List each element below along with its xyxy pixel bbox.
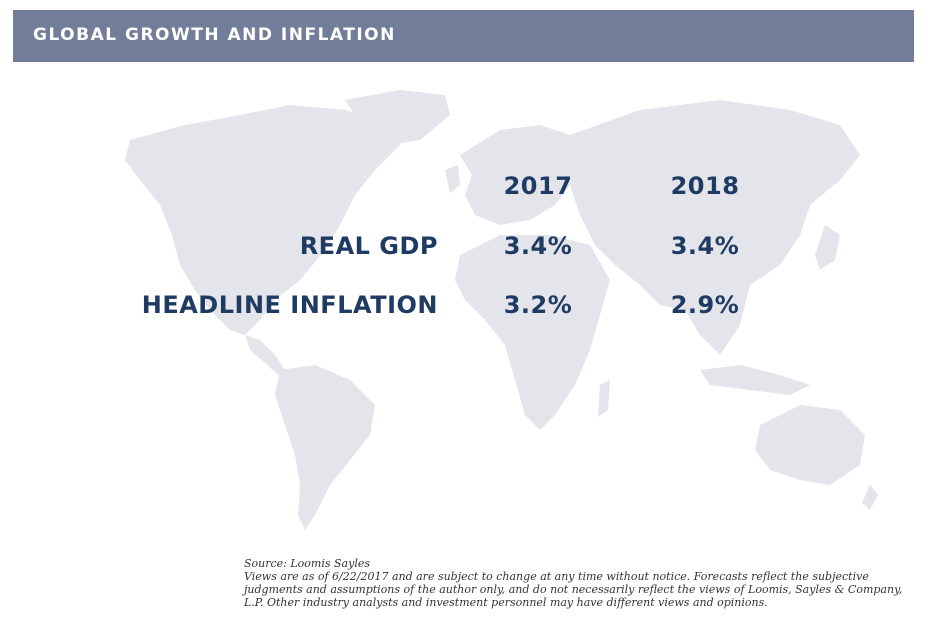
source-note: Source: Loomis Sayles: [244, 557, 370, 570]
headline-inflation-2018: 2.9%: [670, 291, 740, 319]
africa-shape: [455, 235, 610, 430]
uk-shape: [445, 165, 460, 193]
new-zealand-shape: [862, 485, 878, 510]
year-header-2018: 2018: [670, 172, 740, 200]
central-america-shape: [245, 335, 285, 375]
real-gdp-2018: 3.4%: [670, 232, 740, 260]
page-title: GLOBAL GROWTH AND INFLATION: [33, 25, 396, 45]
world-map: [125, 90, 878, 530]
south-america-shape: [275, 365, 375, 530]
japan-shape: [815, 225, 840, 270]
greenland-shape: [345, 90, 450, 145]
disclaimer-note: Views are as of 6/22/2017 and are subjec…: [244, 570, 903, 609]
row-label-headline-inflation: HEADLINE INFLATION: [141, 291, 438, 319]
australia-shape: [755, 405, 865, 485]
indonesia-shape: [700, 365, 810, 395]
europe-shape: [460, 125, 580, 225]
title-banner: GLOBAL GROWTH AND INFLATION: [13, 10, 914, 62]
north-america-shape: [125, 105, 400, 335]
footnote: Source: Loomis Sayles Views are as of 6/…: [244, 557, 919, 609]
real-gdp-2017: 3.4%: [503, 232, 573, 260]
row-label-real-gdp: REAL GDP: [299, 232, 438, 260]
headline-inflation-2017: 3.2%: [503, 291, 573, 319]
asia-shape: [570, 100, 860, 355]
madagascar-shape: [598, 380, 610, 417]
year-header-2017: 2017: [503, 172, 573, 200]
